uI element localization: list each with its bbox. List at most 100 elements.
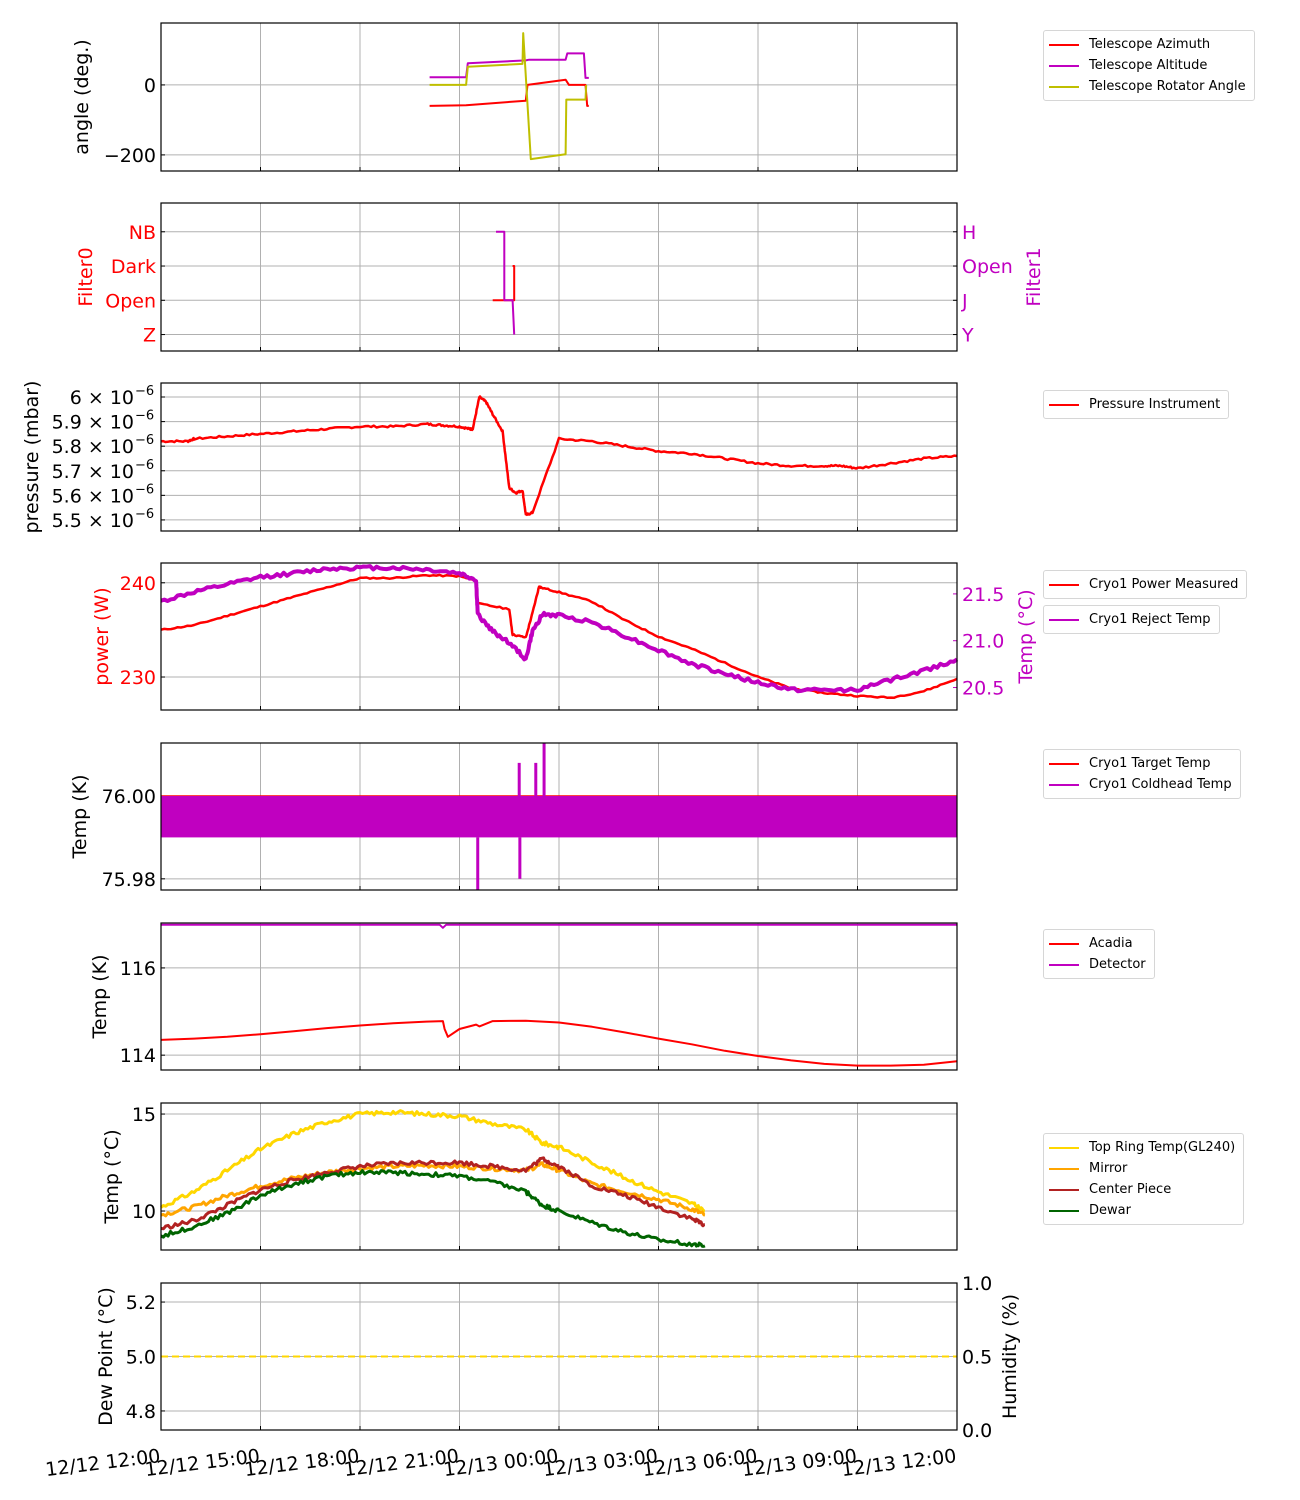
series-telescope-rotator-angle [429,32,588,161]
legend-entry: Cryo1 Coldhead Temp [1049,774,1232,795]
left-tick-label: Dark [111,256,156,278]
left-tick-label: 4.8 [126,1401,156,1423]
right-tick-label: 21.0 [962,631,1004,653]
legend-entry: Detector [1049,954,1146,975]
y-tick-label: 10 [132,1201,156,1223]
legend: Cryo1 Power Measured [1043,570,1248,599]
left-tick-label: 240 [120,573,156,595]
legend-entry: Mirror [1049,1158,1235,1179]
y-axis-label: Filter0 [75,247,97,306]
legend-line-swatch [1049,85,1079,88]
legend-entry: Cryo1 Power Measured [1049,574,1238,595]
panel-cryo-temp: 76.00 75.98 Temp (K) [69,742,958,891]
legend-entry: Telescope Rotator Angle [1049,76,1246,97]
legend-entry: Telescope Altitude [1049,55,1246,76]
legend-line-swatch [1049,963,1079,966]
plot-frame [160,742,958,891]
legend-line-swatch [1049,618,1079,621]
panel-mirror-temps: 15 10 Temp (°C) [101,1102,958,1251]
plot-frame [160,22,958,172]
legend-label: Mirror [1089,1161,1128,1176]
legend-label: Telescope Azimuth [1089,37,1211,52]
series-telescope-azimuth [429,78,589,107]
y-tick-exponent: −6 [135,507,154,522]
y-axis-label: Temp (°C) [101,1129,123,1224]
legend-label: Telescope Altitude [1089,58,1208,73]
plot-frame [160,382,958,532]
legend-line-swatch [1049,762,1079,765]
y-tick-exponent: −6 [135,458,154,473]
right-tick-label: Y [961,325,974,347]
x-tick-label: 12/13 12:00 [840,1445,957,1481]
legend-entry: Cryo1 Target Temp [1049,753,1232,774]
y-axis-label: Temp (K) [89,955,111,1040]
right-tick-label: 20.5 [962,678,1004,700]
legend-label: Cryo1 Coldhead Temp [1089,777,1232,792]
y-tick-exponent: −6 [135,482,154,497]
y-tick-label: 5.9 × 10 −6 [52,409,155,434]
legend-line-swatch [1049,1209,1079,1212]
y-tick-label: 114 [120,1045,156,1067]
y-tick-exponent: −6 [135,384,154,399]
plot-frame [160,562,958,711]
series-top-ring-temp-gl240 [160,1109,706,1213]
legend-entry: Dewar [1049,1200,1235,1221]
legend-entry: Pressure Instrument [1049,394,1220,415]
legend-line-swatch [1049,583,1079,586]
legend-label: Top Ring Temp(GL240) [1089,1140,1236,1155]
y-tick-label: 76.00 [102,786,156,808]
right-tick-label: 0.0 [962,1420,992,1442]
legend: Pressure Instrument [1043,390,1230,419]
legend-line-swatch [1049,783,1079,786]
legend-label: Cryo1 Power Measured [1089,577,1239,592]
left-tick-label: Z [143,325,156,347]
y-tick-mantissa: 5.8 × 10 [52,436,134,458]
legend-label: Acadia [1089,936,1133,951]
right-tick-label: 21.5 [962,584,1004,606]
legend: Cryo1 Reject Temp [1043,605,1220,634]
y-tick-exponent: −6 [135,433,154,448]
legend-label: Center Piece [1089,1182,1172,1197]
panel-dewpoint: 5.2 5.0 4.8 1.0 0.5 0.0 Dew Point (°C) Humidity… [95,1273,1021,1442]
series-filter1 [496,230,516,335]
legend-line-swatch [1049,403,1079,406]
plot-frame [160,1282,958,1431]
right-tick-label: 0.5 [962,1347,992,1369]
y-axis-label: Temp (K) [69,775,91,860]
legend-label: Cryo1 Reject Temp [1089,612,1211,627]
plot-frame [160,202,958,352]
right-tick-label: J [961,290,968,312]
legend: Top Ring Temp(GL240) Mirror Center Piece De… [1043,1133,1245,1225]
y-axis-label: angle (deg.) [71,39,93,154]
legend-label: Detector [1089,957,1146,972]
y-axis-label: Filter1 [1023,247,1045,306]
series-cryo1-reject-temp [160,564,959,694]
series-telescope-altitude [429,52,589,79]
y-tick-label: 116 [120,958,156,980]
y-tick-label: 5.8 × 10 −6 [52,433,155,458]
y-tick-label: 15 [132,1104,156,1126]
y-tick-mantissa: 5.6 × 10 [52,485,134,507]
panel-cryo-power: 240 230 21.5 21.0 20.5 power (W) Temp (°C) [91,562,1037,711]
panel-angle: 0 −200 angle (deg.) [71,22,958,172]
legend-entry: Telescope Azimuth [1049,34,1246,55]
left-tick-label: 5.0 [126,1347,156,1369]
panel-pressure: 6 × 10 −65.9 × 10 −65.8 × 10 −65.7 × 10 −65.… [21,381,958,533]
legend-line-swatch [1049,1188,1079,1191]
panel-filters: Z Y Open J Dark Open NB H Filter0 Filter1 [75,202,1045,352]
series-dewar [160,1169,706,1248]
legend-label: Cryo1 Target Temp [1089,756,1211,771]
legend-line-swatch [1049,942,1079,945]
y-axis-label: Dew Point (°C) [95,1287,117,1426]
series-detector [161,923,957,929]
y-tick-label: 0 [144,75,156,97]
legend-line-swatch [1049,64,1079,67]
legend-line-swatch [1049,1146,1079,1149]
left-tick-label: 230 [120,667,156,689]
y-tick-label: −200 [104,145,156,167]
y-axis-label: power (W) [91,587,113,685]
legend: Acadia Detector [1043,929,1155,979]
right-tick-label: Open [962,256,1013,278]
y-tick-mantissa: 5.5 × 10 [52,510,134,532]
